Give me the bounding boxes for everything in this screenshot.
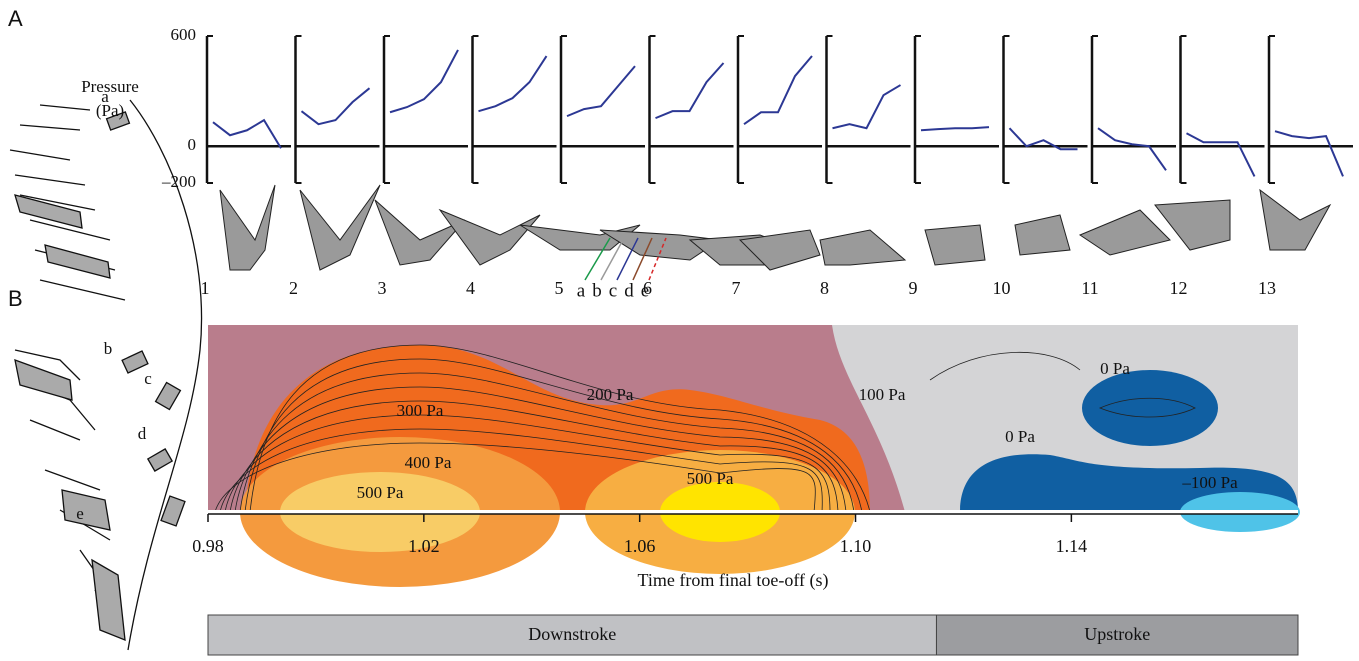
panel-number: 6 — [643, 278, 652, 298]
phase-bar — [207, 614, 937, 656]
contour-region — [239, 372, 855, 513]
panel-number: 7 — [732, 278, 741, 298]
phase-bar — [935, 614, 1299, 656]
pressure-line — [655, 62, 725, 120]
x-axis-title: Time from final toe-off (s) — [638, 570, 829, 591]
contour-label: 0 Pa — [1100, 359, 1130, 378]
panel-number: 3 — [378, 278, 387, 298]
y-axis-title: Pressure — [81, 77, 139, 96]
panel-number: 4 — [466, 278, 475, 298]
contour-region — [219, 428, 823, 513]
sensor-pointer — [584, 237, 611, 281]
contour-region — [1098, 397, 1196, 418]
sensor-label: d — [624, 280, 634, 301]
y-axis-title: (Pa) — [96, 101, 124, 120]
y-tick-label: 0 — [188, 135, 197, 154]
contour-region — [214, 442, 816, 513]
panel-number: 2 — [289, 278, 298, 298]
bird-silhouettes — [219, 184, 1332, 271]
contour-label: 100 Pa — [859, 385, 906, 404]
sensor-pointer — [632, 237, 653, 281]
panel-label: A — [8, 6, 23, 31]
panel-label: B — [8, 286, 23, 311]
sensor-pointer — [648, 237, 667, 281]
pressure-line — [1274, 130, 1344, 177]
wing-diagram — [9, 99, 203, 651]
pressure-line — [389, 49, 459, 114]
contour-region — [249, 344, 871, 513]
pressure-line — [743, 55, 813, 126]
pressure-line — [832, 84, 902, 130]
contour-region — [208, 510, 1298, 514]
contour-region — [929, 352, 1081, 381]
y-tick-label: –200 — [161, 172, 196, 191]
wing-sensor-label: b — [104, 339, 113, 358]
pressure-line — [1186, 132, 1256, 177]
pressure-line — [1097, 127, 1167, 171]
sensor-pointer — [600, 237, 625, 281]
contour-label: 500 Pa — [687, 469, 734, 488]
pressure-line — [478, 55, 548, 113]
pressure-line — [1008, 127, 1078, 151]
contour-label: 400 Pa — [405, 453, 452, 472]
panel-number: 13 — [1258, 278, 1276, 298]
phase-label: Upstroke — [1084, 624, 1150, 644]
wing-sensor-label: c — [144, 369, 152, 388]
x-tick-label: 0.98 — [192, 536, 224, 556]
pressure-line — [212, 118, 282, 149]
panel-number: 11 — [1081, 278, 1098, 298]
contour-label: 0 Pa — [1005, 427, 1035, 446]
wing-sensor-label: a — [101, 87, 109, 106]
x-tick-label: 1.14 — [1056, 536, 1088, 556]
panel-number: 5 — [555, 278, 564, 298]
contour-region — [224, 414, 831, 513]
contour-label: 300 Pa — [397, 401, 444, 420]
pressure-line — [300, 87, 371, 126]
sensor-label: a — [577, 280, 586, 301]
sensor-label: b — [592, 280, 602, 301]
contour-label: 500 Pa — [357, 483, 404, 502]
wing-sensor-label: d — [138, 424, 147, 443]
x-tick-label: 1.06 — [624, 536, 656, 556]
pressure-line — [566, 65, 636, 118]
sensor-label: e — [641, 280, 649, 301]
contour-label: 200 Pa — [587, 385, 634, 404]
x-tick-label: 1.02 — [408, 536, 440, 556]
wing-sensor-label: e — [76, 504, 84, 523]
phase-label: Downstroke — [528, 624, 616, 644]
contour-region — [1082, 370, 1218, 446]
panel-number: 10 — [993, 278, 1011, 298]
pressure-line — [920, 126, 990, 132]
y-tick-label: 600 — [171, 25, 197, 44]
panel-number: 1 — [201, 278, 210, 298]
panel-number: 12 — [1170, 278, 1188, 298]
sensor-label: c — [609, 280, 617, 301]
contour-plot — [208, 325, 1300, 587]
panel-number: 9 — [909, 278, 918, 298]
contour-region — [244, 358, 863, 513]
panel-number: 8 — [820, 278, 829, 298]
contour-region — [229, 400, 839, 513]
x-tick-label: 1.10 — [840, 536, 872, 556]
contour-region — [234, 386, 847, 513]
sensor-pointer — [616, 237, 639, 281]
contour-label: –100 Pa — [1181, 473, 1238, 492]
